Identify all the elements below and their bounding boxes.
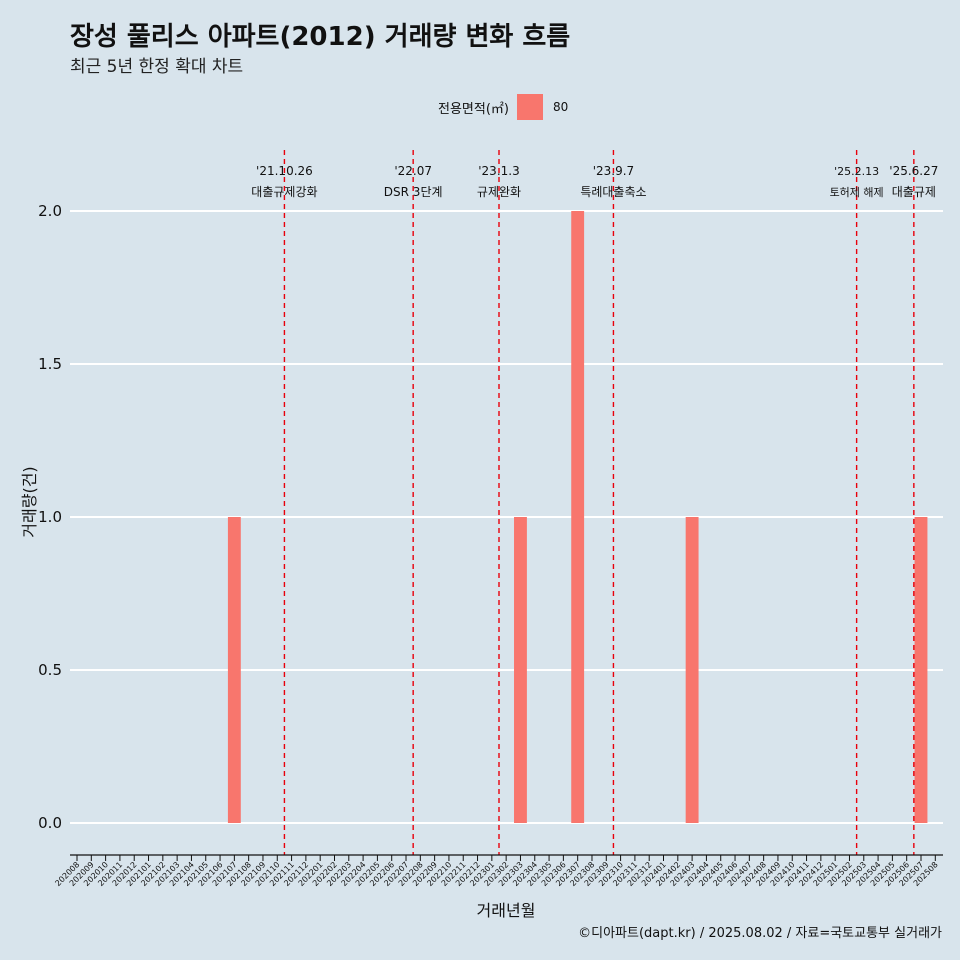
bar: [571, 211, 585, 823]
y-tick-label: 0.0: [38, 814, 62, 832]
bar: [914, 517, 928, 823]
bar: [685, 517, 699, 823]
event-label: 대출규제강화: [251, 185, 317, 199]
event-label: 규제완화: [477, 185, 521, 199]
bar: [227, 517, 241, 823]
x-axis-label: 거래년월: [476, 901, 536, 920]
y-tick-label: 0.5: [38, 661, 62, 679]
chart-subtitle: 최근 5년 한정 확대 차트: [70, 57, 244, 77]
legend: 전용면적(㎡) 80: [438, 94, 568, 120]
y-tick-label: 1.0: [38, 508, 62, 526]
event-date-label: '23.1.3: [478, 164, 519, 178]
event-date-label: '23.9.7: [593, 164, 634, 178]
event-date-label: '21.10.26: [256, 164, 313, 178]
event-date-label: '22.07: [394, 164, 432, 178]
event-label: DSR 3단계: [384, 185, 443, 199]
event-date-label: '25.2.13: [834, 165, 879, 178]
y-tick-label: 1.5: [38, 355, 62, 373]
source-caption: ©디아파트(dapt.kr) / 2025.08.02 / 자료=국토교통부 실…: [578, 926, 942, 941]
event-date-label: '25.6.27: [889, 164, 938, 178]
event-label: 대출규제: [892, 185, 936, 199]
legend-swatch: [516, 94, 543, 120]
chart-title: 장성 풀리스 아파트(2012) 거래량 변화 흐름: [70, 22, 571, 52]
event-label: 토허제 해제: [830, 185, 884, 199]
bar: [514, 517, 527, 823]
y-axis-label: 거래량(건): [20, 466, 39, 538]
legend-title: 전용면적(㎡): [438, 101, 509, 117]
event-label: 특례대출축소: [580, 185, 646, 199]
y-tick-label: 2.0: [38, 202, 62, 220]
legend-item-label: 80: [552, 100, 569, 114]
